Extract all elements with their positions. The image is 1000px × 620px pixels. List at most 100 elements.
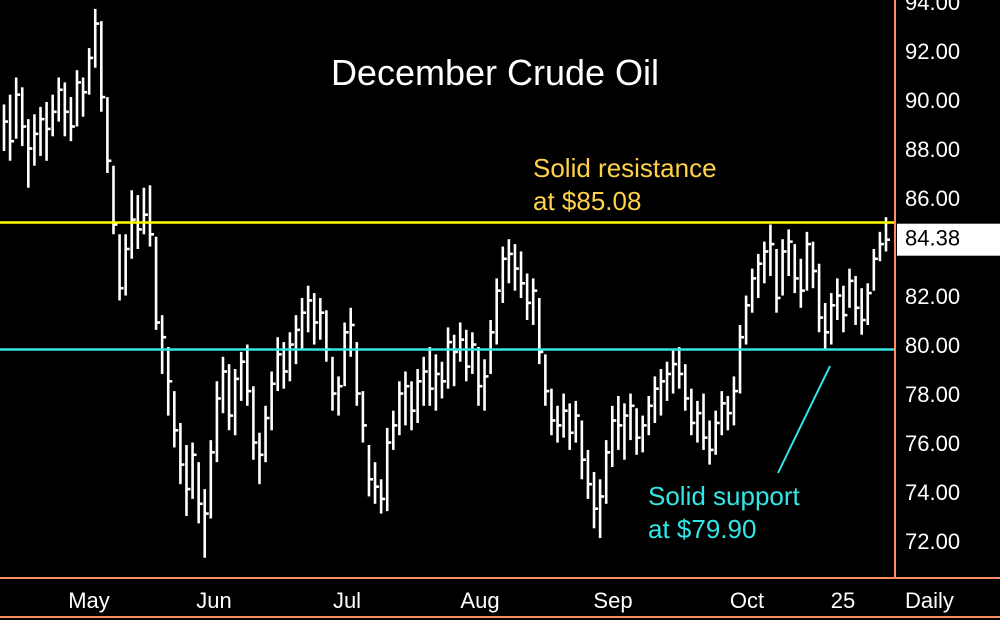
price-bar bbox=[592, 471, 599, 529]
price-bar bbox=[2, 104, 8, 151]
price-bar bbox=[270, 371, 276, 431]
last-price-box bbox=[897, 223, 1000, 256]
price-bar bbox=[416, 369, 422, 423]
price-bar bbox=[203, 489, 209, 558]
x-axis-tick-labels: May Jun Jul Aug Sep Oct 25 bbox=[68, 588, 855, 613]
price-bar bbox=[519, 251, 526, 298]
price-bar bbox=[124, 234, 130, 296]
price-bar bbox=[252, 386, 258, 460]
x-tick-label: Sep bbox=[593, 588, 632, 613]
price-bar bbox=[537, 298, 544, 365]
price-bar bbox=[27, 119, 33, 188]
price-bar bbox=[653, 376, 659, 423]
price-bar bbox=[45, 102, 51, 161]
price-bar bbox=[775, 249, 781, 313]
price-bar bbox=[434, 354, 440, 411]
price-bar bbox=[39, 106, 45, 156]
support-annotation-line-1: Solid support bbox=[648, 481, 800, 511]
price-bar bbox=[246, 344, 252, 406]
y-tick-label: 74.00 bbox=[905, 480, 960, 505]
price-bar bbox=[708, 420, 714, 465]
price-bar bbox=[191, 442, 197, 499]
price-bar bbox=[361, 391, 367, 443]
price-bar bbox=[239, 351, 246, 401]
y-tick-label: 90.00 bbox=[905, 88, 960, 113]
last-price-label: 84.38 bbox=[905, 226, 960, 251]
price-bar bbox=[148, 185, 154, 247]
price-bar bbox=[829, 293, 836, 345]
price-bar bbox=[507, 239, 513, 284]
price-bar bbox=[294, 315, 300, 365]
price-bar bbox=[878, 231, 884, 262]
y-tick-label: 94.00 bbox=[905, 0, 960, 15]
price-bar bbox=[617, 396, 623, 450]
price-bar bbox=[659, 369, 665, 416]
price-bar bbox=[836, 278, 842, 321]
price-bar bbox=[623, 403, 629, 460]
price-bar bbox=[756, 253, 763, 298]
price-bar bbox=[306, 285, 313, 333]
price-bar bbox=[100, 21, 106, 112]
price-bar bbox=[641, 415, 647, 453]
price-bar bbox=[215, 381, 221, 463]
price-bar bbox=[422, 356, 428, 406]
y-tick-label: 80.00 bbox=[905, 333, 960, 358]
price-bar bbox=[671, 349, 678, 394]
resistance-annotation-line-2: at $85.08 bbox=[533, 186, 642, 216]
y-tick-label: 92.00 bbox=[905, 39, 960, 64]
price-bar bbox=[312, 293, 319, 345]
price-bar bbox=[604, 440, 611, 504]
price-bar bbox=[106, 97, 112, 174]
price-bar bbox=[233, 369, 240, 436]
price-bar bbox=[811, 241, 818, 289]
price-bar bbox=[209, 440, 215, 519]
price-bar bbox=[860, 288, 866, 335]
support-annotation-pointer bbox=[777, 365, 831, 474]
price-bar bbox=[750, 268, 757, 313]
price-bar bbox=[331, 356, 337, 411]
price-bar bbox=[586, 449, 592, 499]
price-bar bbox=[464, 329, 471, 382]
x-tick-label: Oct bbox=[730, 588, 764, 613]
price-bar bbox=[854, 275, 860, 325]
price-bar bbox=[458, 322, 465, 362]
price-bar bbox=[477, 347, 483, 406]
price-bar bbox=[264, 405, 270, 463]
last-price-marker: 84.38 bbox=[897, 223, 1000, 256]
price-bar bbox=[130, 190, 136, 259]
price-bar bbox=[51, 94, 57, 137]
price-bar bbox=[793, 244, 799, 294]
price-bar bbox=[544, 354, 550, 406]
x-tick-label: Jun bbox=[196, 588, 231, 613]
price-bar bbox=[842, 285, 848, 333]
price-bar bbox=[373, 462, 380, 504]
price-bar bbox=[696, 400, 702, 443]
price-bar bbox=[221, 356, 227, 414]
price-bar bbox=[93, 8, 100, 68]
x-tick-label: Jul bbox=[333, 588, 361, 613]
price-bar bbox=[142, 187, 148, 235]
resistance-annotation-line-1: Solid resistance bbox=[533, 153, 717, 183]
price-bars bbox=[2, 8, 890, 558]
price-bar bbox=[428, 347, 434, 406]
x-tick-label: Aug bbox=[460, 588, 499, 613]
price-bar bbox=[391, 410, 398, 450]
price-bar bbox=[568, 403, 574, 450]
chart-title: December Crude Oil bbox=[330, 52, 660, 93]
price-bar bbox=[714, 410, 720, 455]
price-bar bbox=[8, 94, 15, 161]
price-bar bbox=[185, 445, 191, 517]
price-bar bbox=[769, 224, 775, 276]
price-bar bbox=[781, 239, 787, 296]
price-bar bbox=[690, 388, 696, 436]
price-bar bbox=[20, 87, 27, 147]
price-bar bbox=[75, 70, 81, 127]
price-bar bbox=[63, 82, 69, 137]
y-tick-label: 76.00 bbox=[905, 431, 960, 456]
support-annotation-line-2: at $79.90 bbox=[648, 514, 757, 544]
x-tick-label: May bbox=[68, 588, 110, 613]
price-bar bbox=[598, 479, 605, 539]
price-bar bbox=[483, 359, 489, 411]
y-tick-label: 78.00 bbox=[905, 382, 960, 407]
price-bar bbox=[677, 347, 684, 389]
